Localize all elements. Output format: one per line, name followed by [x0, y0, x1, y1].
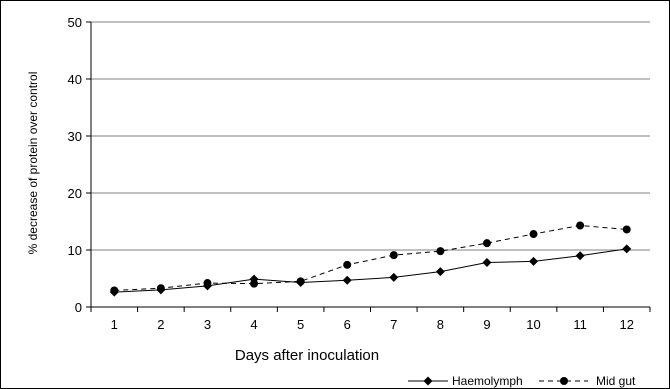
data-point-mid-gut-8: [436, 247, 445, 256]
series-group: [109, 221, 632, 297]
data-point-mid-gut-1: [110, 286, 119, 295]
y-tick-label-20: 20: [68, 186, 82, 201]
data-point-mid-gut-12: [622, 225, 631, 234]
series-haemolymph: [109, 244, 632, 297]
y-tick-label-10: 10: [68, 243, 82, 258]
legend-label-haemolymph: Haemolymph: [452, 374, 523, 388]
data-point-mid-gut-9: [482, 239, 491, 248]
series-line-mid-gut: [114, 224, 627, 291]
legend-item-mid-gut: Mid gut: [539, 374, 636, 388]
series-mid-gut: [110, 221, 631, 295]
x-tick-label-11: 11: [573, 317, 587, 332]
data-point-mid-gut-6: [343, 260, 352, 269]
legend-item-haemolymph: Haemolymph: [408, 374, 523, 388]
x-tick-label-3: 3: [204, 317, 211, 332]
y-tick-label-40: 40: [68, 72, 82, 87]
gridlines: [91, 21, 650, 251]
x-tick-label-12: 12: [619, 317, 633, 332]
x-tick-label-6: 6: [344, 317, 351, 332]
data-point-mid-gut-5: [296, 277, 305, 286]
data-point-mid-gut-2: [156, 284, 165, 293]
data-point-mid-gut-11: [576, 221, 585, 230]
y-tick-label-30: 30: [68, 129, 82, 144]
data-point-haemolymph-11: [575, 251, 585, 261]
x-tick-label-1: 1: [111, 317, 118, 332]
data-point-haemolymph-6: [342, 275, 352, 285]
x-tick-label-5: 5: [297, 317, 304, 332]
data-point-haemolymph-12: [622, 244, 632, 254]
x-axis-title: Days after inoculation: [235, 347, 379, 364]
data-point-mid-gut-3: [203, 279, 212, 288]
y-tick-label-0: 0: [75, 300, 82, 315]
data-point-mid-gut-7: [389, 251, 398, 260]
legend-marker-mid-gut: [560, 377, 568, 385]
x-tick-label-10: 10: [526, 317, 540, 332]
x-tick-label-9: 9: [483, 317, 490, 332]
data-point-haemolymph-8: [435, 267, 445, 277]
legend-marker-haemolymph: [423, 376, 433, 386]
y-tick-label-50: 50: [68, 15, 82, 30]
data-point-mid-gut-10: [529, 230, 538, 239]
x-tick-label-4: 4: [250, 317, 257, 332]
legend: Haemolymph Mid gut: [408, 374, 636, 388]
series-line-haemolymph: [114, 248, 627, 293]
data-point-haemolymph-9: [482, 258, 492, 268]
legend-label-mid-gut: Mid gut: [596, 374, 636, 388]
x-tick-label-2: 2: [157, 317, 164, 332]
y-axis-title: % decrease of protein over control: [26, 72, 40, 255]
x-tick-label-8: 8: [437, 317, 444, 332]
data-point-haemolymph-10: [529, 256, 539, 266]
data-point-mid-gut-4: [250, 279, 259, 288]
data-point-haemolymph-7: [389, 272, 399, 282]
x-tick-label-7: 7: [390, 317, 397, 332]
